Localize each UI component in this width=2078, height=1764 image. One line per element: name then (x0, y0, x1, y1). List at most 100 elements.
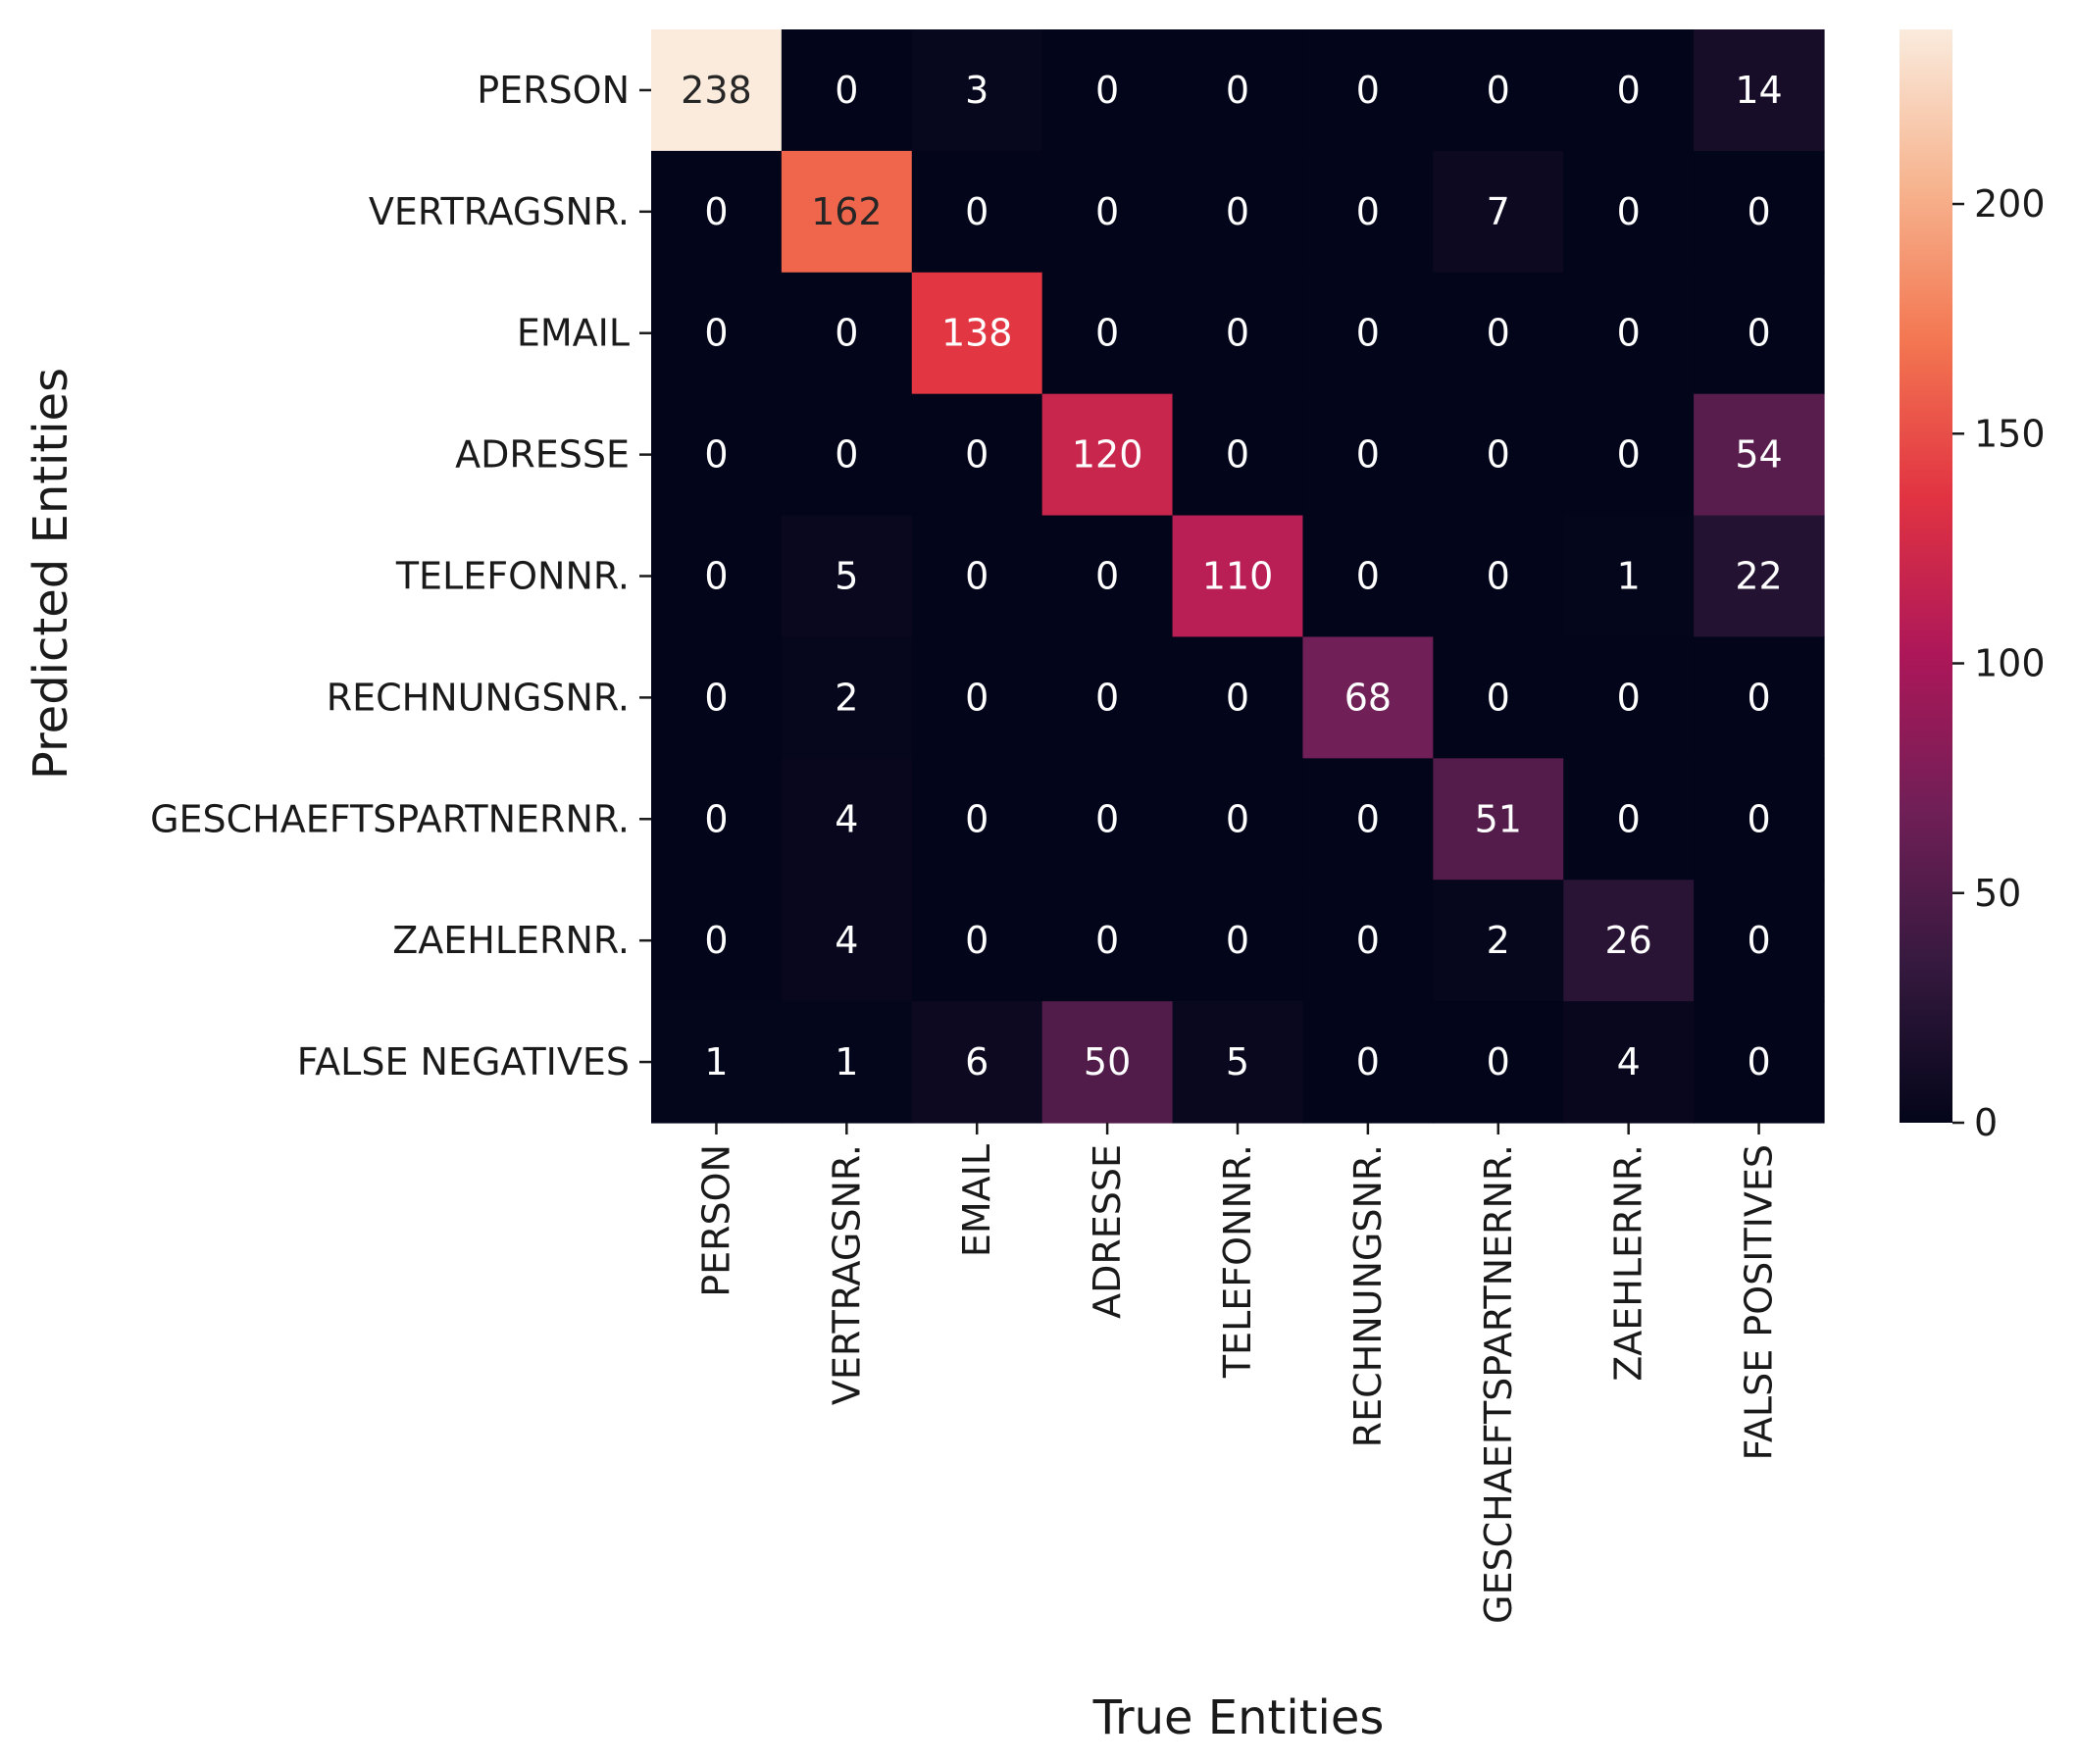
colorbar-tick-label: 150 (1974, 412, 2046, 455)
heatmap-cell (1302, 1001, 1434, 1124)
y-tick-label: VERTRAGSNR. (369, 190, 630, 233)
heatmap-cell (1172, 393, 1304, 517)
heatmap-cell (1433, 393, 1564, 517)
y-tick-label: FALSE NEGATIVES (297, 1040, 630, 1084)
heatmap-cell (651, 393, 783, 517)
cell-value-label: 1 (704, 1040, 728, 1084)
cell-value-label: 0 (1617, 190, 1641, 233)
heatmap-cell (1302, 393, 1434, 517)
x-tick-label: VERTRAGSNR. (825, 1144, 868, 1405)
heatmap-cell (781, 393, 913, 517)
cell-value-label: 0 (704, 190, 728, 233)
cell-value-label: 0 (1487, 312, 1510, 355)
heatmap-cell (1433, 1001, 1564, 1124)
heatmap-cell (1694, 758, 1825, 881)
cell-value-label: 0 (1356, 312, 1380, 355)
cell-value-label: 110 (1202, 555, 1274, 598)
heatmap-cell (781, 636, 913, 759)
cell-value-label: 0 (965, 919, 988, 962)
cell-value-label: 0 (704, 919, 728, 962)
cell-value-label: 0 (1226, 190, 1249, 233)
heatmap-cell (1302, 515, 1434, 638)
x-tick-label: FALSE POSITIVES (1738, 1144, 1781, 1460)
cell-value-label: 6 (965, 1040, 988, 1084)
heatmap-cell (1041, 758, 1174, 881)
cell-value-label: 0 (1487, 676, 1510, 719)
cell-value-label: 0 (1617, 312, 1641, 355)
heatmap-cell (651, 880, 783, 1002)
heatmap-cell (1563, 758, 1695, 881)
cell-value-label: 0 (1487, 555, 1510, 598)
heatmap-cell (1302, 272, 1434, 395)
cell-value-label: 0 (1617, 433, 1641, 477)
cell-value-label: 0 (1356, 797, 1380, 840)
cell-value-label: 0 (1747, 1040, 1770, 1084)
cell-value-label: 0 (1356, 1040, 1380, 1084)
cell-value-label: 0 (965, 555, 988, 598)
heatmap-cell (911, 1001, 1043, 1124)
cell-value-label: 0 (965, 433, 988, 477)
heatmap-cell (781, 150, 913, 274)
heatmap-cell (1694, 272, 1825, 395)
heatmap-cell (651, 1001, 783, 1124)
heatmap-cell (1563, 150, 1695, 274)
cell-value-label: 0 (704, 312, 728, 355)
y-tick-label: PERSON (477, 69, 630, 112)
cell-value-label: 0 (1617, 797, 1641, 840)
heatmap-cell (1563, 515, 1695, 638)
x-axis-title: True Entities (1092, 1690, 1385, 1745)
heatmap-cell (1041, 880, 1174, 1002)
heatmap-cell (1433, 150, 1564, 274)
y-axis-ticks: PERSON VERTRAGSNR. EMAIL ADRESSE TELEFONNR. R… (150, 69, 651, 1084)
cell-value-label: 0 (1356, 433, 1380, 477)
heatmap-cell (1172, 515, 1304, 638)
heatmap-cells (651, 29, 1825, 1124)
heatmap-cell (1433, 636, 1564, 759)
heatmap-cell (651, 272, 783, 395)
heatmap-cell (1433, 515, 1564, 638)
heatmap-cell (1302, 880, 1434, 1002)
cell-value-label: 0 (1095, 797, 1119, 840)
cell-value-label: 0 (1226, 433, 1249, 477)
cell-value-label: 0 (1356, 919, 1380, 962)
heatmap-cell (1563, 393, 1695, 517)
heatmap-cell (1694, 29, 1825, 152)
cell-value-label: 0 (1356, 555, 1380, 598)
cell-value-label: 0 (965, 190, 988, 233)
cell-value-label: 4 (1617, 1040, 1641, 1084)
cell-value-label: 0 (835, 433, 858, 477)
x-tick-label: ZAEHLERNR. (1607, 1144, 1650, 1382)
heatmap-cell (1433, 29, 1564, 152)
heatmap-cell (911, 880, 1043, 1002)
heatmap-cell (1041, 636, 1174, 759)
cell-value-label: 0 (1487, 1040, 1510, 1084)
cell-value-label: 5 (1226, 1040, 1249, 1084)
heatmap-cell (1041, 515, 1174, 638)
cell-value-label: 7 (1487, 190, 1510, 233)
heatmap-cell (781, 272, 913, 395)
heatmap-cell (911, 758, 1043, 881)
cell-value-label: 0 (1747, 190, 1770, 233)
heatmap-cell (1694, 1001, 1825, 1124)
cell-value-label: 0 (704, 433, 728, 477)
heatmap-cell (651, 636, 783, 759)
heatmap-cell (1041, 1001, 1174, 1124)
heatmap-cell (1172, 1001, 1304, 1124)
cell-value-label: 22 (1735, 555, 1782, 598)
cell-value-label: 0 (1226, 797, 1249, 840)
heatmap-cell (651, 758, 783, 881)
heatmap-cell (1172, 880, 1304, 1002)
heatmap-cell (911, 150, 1043, 274)
heatmap-cell-labels: 238 0 3 0 0 0 0 0 140 162 0 0 0 0 7 0 00 0 138 0 0 0 0 0 00 0 0 120… (681, 69, 1783, 1084)
heatmap-cell (1172, 272, 1304, 395)
cell-value-label: 0 (1356, 69, 1380, 112)
cell-value-label: 0 (1747, 797, 1770, 840)
cell-value-label: 0 (1095, 190, 1119, 233)
heatmap-cell (781, 758, 913, 881)
cell-value-label: 0 (1226, 69, 1249, 112)
cell-value-label: 0 (1356, 190, 1380, 233)
heatmap-cell (1041, 29, 1174, 152)
colorbar-ticks: 0 50 100 150 200 (1952, 182, 2046, 1144)
cell-value-label: 162 (811, 190, 883, 233)
heatmap-cell (1302, 150, 1434, 274)
